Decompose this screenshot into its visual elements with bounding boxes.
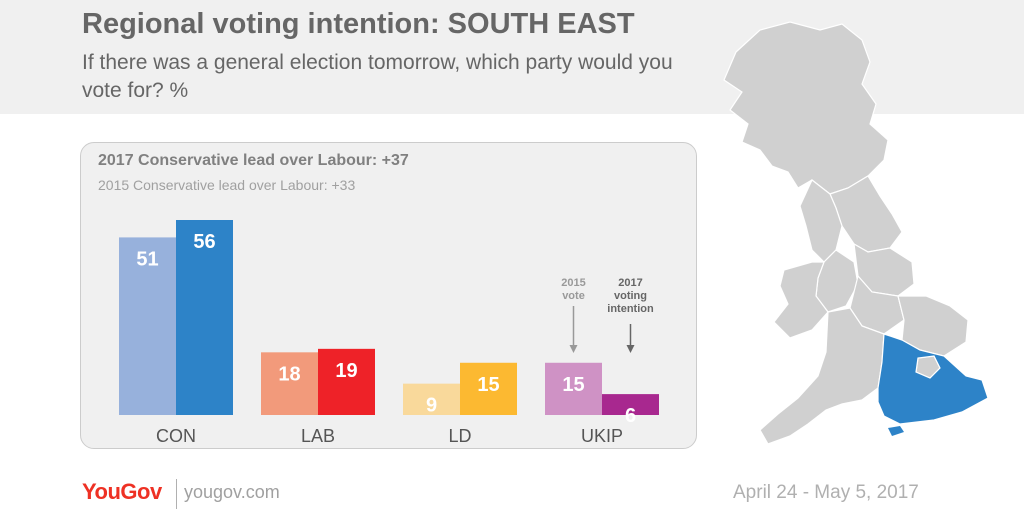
annotation-2017-intention-line: voting xyxy=(614,290,647,302)
lead-2017-label: 2017 Conservative lead over Labour: +37 xyxy=(98,152,409,169)
map-east xyxy=(897,295,969,357)
value-label-ld-2015: 9 xyxy=(426,395,437,417)
yougov-logo: YouGov xyxy=(82,479,162,504)
lead-2015-label: 2015 Conservative lead over Labour: +33 xyxy=(98,177,356,193)
category-label-con: CON xyxy=(156,426,196,446)
value-label-ld-2017: 15 xyxy=(477,374,499,396)
bar-con-2017 xyxy=(176,220,233,415)
category-label-lab: LAB xyxy=(301,426,335,446)
footer-url[interactable]: yougov.com xyxy=(184,482,280,502)
page-subtitle: If there was a general election tomorrow… xyxy=(82,51,673,102)
footer-divider xyxy=(176,479,177,509)
category-label-ukip: UKIP xyxy=(581,426,623,446)
bar-lab-2015 xyxy=(261,352,318,415)
annotation-2017-intention-line: 2017 xyxy=(618,277,642,289)
footer-date: April 24 - May 5, 2017 xyxy=(733,482,919,503)
page-title: Regional voting intention: SOUTH EAST xyxy=(82,8,635,40)
map-south-east-highlight xyxy=(877,333,989,425)
arrow-2015-head xyxy=(569,345,578,353)
bar-con-2015 xyxy=(119,237,176,415)
bar-ld-2015 xyxy=(403,383,460,415)
value-label-con-2017: 56 xyxy=(193,231,215,253)
map-base-regions xyxy=(723,21,969,445)
value-label-con-2015: 51 xyxy=(136,248,158,270)
annotation-2015-vote-line: vote xyxy=(562,290,585,302)
bar-ukip-2015 xyxy=(545,362,602,415)
arrow-2017-head xyxy=(626,345,635,353)
value-label-ukip-2015: 15 xyxy=(562,374,584,396)
annotation-2017-intention-line: intention xyxy=(607,303,654,315)
map-south-west xyxy=(759,307,885,445)
value-label-ukip-2017: 6 xyxy=(625,405,636,427)
bar-lab-2017 xyxy=(318,348,375,415)
category-label-ld: LD xyxy=(448,426,471,446)
bar-ld-2017 xyxy=(460,362,517,415)
map-scotland xyxy=(723,21,889,195)
map-isle-of-wight xyxy=(888,426,904,436)
annotation-2015-vote-line: 2015 xyxy=(561,277,585,289)
value-label-lab-2015: 18 xyxy=(278,363,300,385)
bar-ukip-2017 xyxy=(602,394,659,415)
value-label-lab-2017: 19 xyxy=(335,360,357,382)
map-wales xyxy=(773,261,829,339)
